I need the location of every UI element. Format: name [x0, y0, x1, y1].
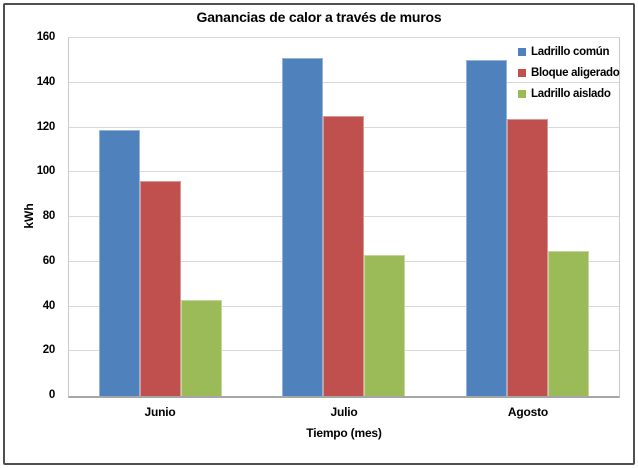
- y-tick-label-120: 120: [36, 120, 56, 133]
- legend-item-ladrillo-aislado: Ladrillo aislado: [518, 83, 620, 104]
- y-axis-tick-labels: 0 20 40 60 80 100 120 140 160: [0, 31, 61, 401]
- bar-agosto-bloque-aligerado: [506, 118, 548, 396]
- chart-title: Ganancias de calor a través de muros: [196, 9, 442, 25]
- bar-agosto-ladrillo-aislado: [547, 250, 589, 396]
- gridline-160: [69, 37, 619, 38]
- legend-item-ladrillo-común: Ladrillo común: [518, 41, 620, 62]
- legend-label: Bloque aligerado: [531, 66, 620, 79]
- x-axis-category-labels: Junio Julio Agosto: [68, 405, 620, 419]
- legend-item-bloque-aligerado: Bloque aligerado: [518, 62, 620, 83]
- legend: Ladrillo común Bloque aligerado Ladrillo a…: [518, 41, 620, 104]
- y-tick-label-60: 60: [42, 254, 56, 267]
- legend-label: Ladrillo aislado: [531, 87, 611, 100]
- y-tick-label-100: 100: [36, 165, 56, 178]
- x-category-label-agosto: Agosto: [507, 405, 549, 419]
- bar-group-junio: [69, 38, 252, 396]
- bar-julio-bloque-aligerado: [323, 116, 365, 396]
- plot-area: [68, 37, 620, 398]
- y-tick-label-40: 40: [42, 299, 56, 312]
- bar-junio-ladrillo-aislado: [181, 299, 223, 396]
- legend-swatch-icon: [518, 47, 526, 56]
- x-category-label-julio: Julio: [330, 405, 358, 419]
- y-tick-label-140: 140: [36, 75, 56, 88]
- bar-group-agosto: [436, 38, 619, 396]
- y-tick-label-160: 160: [36, 31, 56, 43]
- bar-group-julio: [252, 38, 435, 396]
- bar-julio-ladrillo-aislado: [364, 255, 406, 396]
- legend-swatch-icon: [518, 68, 526, 77]
- bar-agosto-ladrillo-común: [465, 60, 507, 396]
- bar-junio-bloque-aligerado: [140, 181, 182, 396]
- legend-label: Ladrillo común: [531, 45, 610, 58]
- bars-layer: [69, 38, 619, 396]
- x-category-label-junio: Junio: [144, 405, 176, 419]
- x-axis-title: Tiempo (mes): [306, 426, 382, 440]
- y-tick-label-0: 0: [48, 389, 55, 401]
- gridline-140: [69, 81, 619, 83]
- y-tick-label-80: 80: [42, 210, 56, 222]
- y-tick-label-20: 20: [42, 344, 56, 357]
- bar-julio-ladrillo-común: [282, 58, 324, 396]
- bar-junio-ladrillo-común: [99, 129, 141, 396]
- legend-swatch-icon: [518, 89, 526, 98]
